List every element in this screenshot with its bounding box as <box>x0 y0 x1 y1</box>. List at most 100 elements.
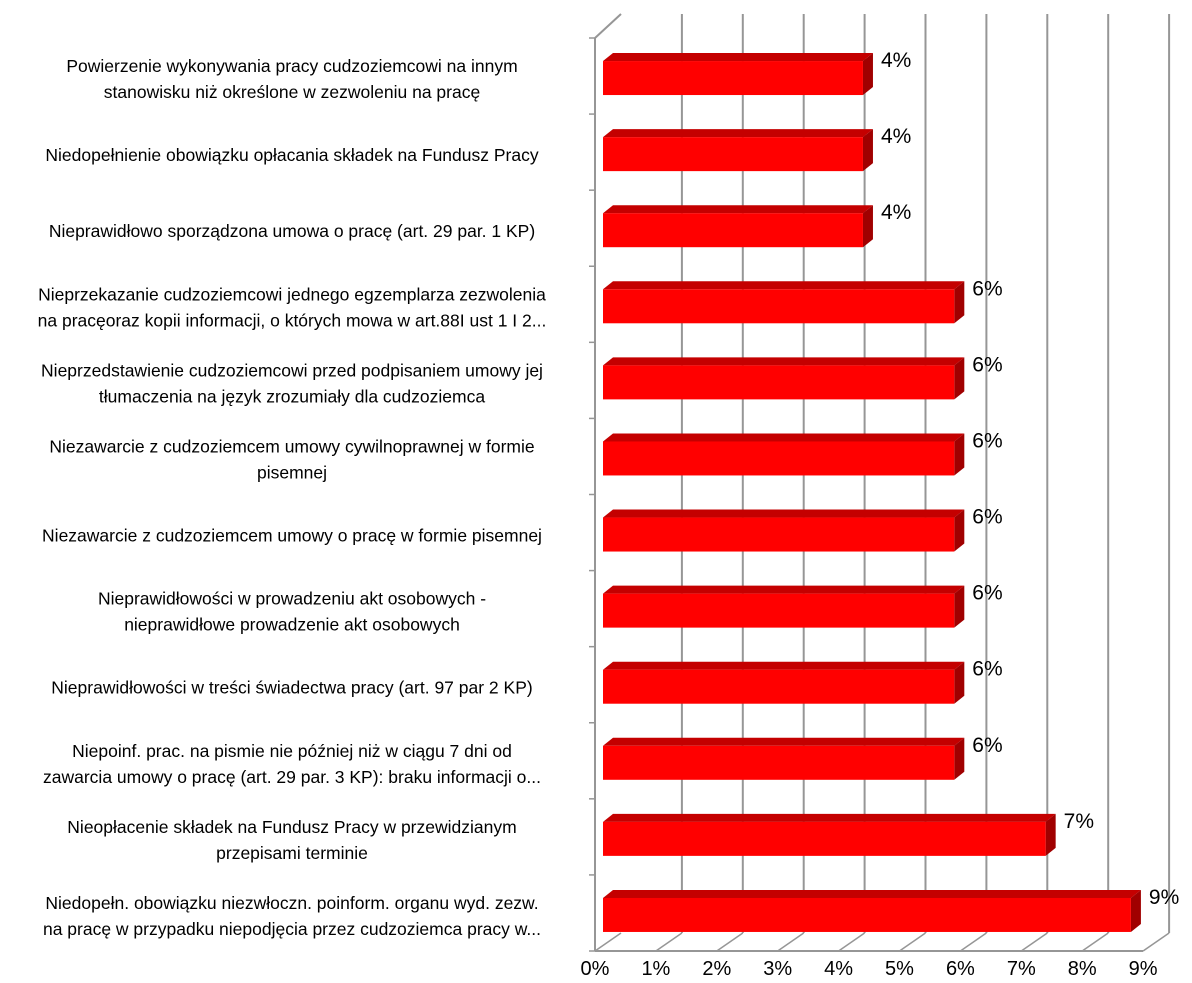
category-label: Nieprawidłowo sporządzona umowa o pracę … <box>49 221 535 241</box>
data-labels: 4% 4% 4% 6% 6% 6% 6% 6% 6% 6% 7% 9% <box>881 49 1179 909</box>
category-labels: Powierzenie wykonywania pracy cudzoziemc… <box>38 56 547 939</box>
category-label: tłumaczenia na język zrozumiały dla cudz… <box>99 386 485 406</box>
bar-top-face <box>603 509 965 518</box>
bar-front-face <box>603 821 1046 856</box>
floor-line <box>838 932 866 952</box>
bar <box>603 737 965 780</box>
data-label: 6% <box>972 353 1002 376</box>
bar-front-face <box>603 745 955 780</box>
bar-side-face <box>954 357 965 400</box>
bar-top-face <box>603 357 965 366</box>
bars <box>603 53 1141 932</box>
category-label: Nieprawidłowości w treści świadectwa pra… <box>51 678 532 698</box>
floor-line <box>655 932 683 952</box>
data-label: 7% <box>1064 810 1094 833</box>
bar-side-face <box>954 281 965 324</box>
category-label: zawarcia umowy o pracę (art. 29 par. 3 K… <box>43 767 541 787</box>
x-tick-label: 4% <box>824 958 853 980</box>
x-tick-label: 5% <box>885 958 914 980</box>
bar-side-face <box>1130 889 1141 932</box>
bar-top-face <box>603 433 965 442</box>
bar-front-face <box>603 137 863 172</box>
data-label: 4% <box>881 201 911 224</box>
bar-side-face <box>954 661 965 704</box>
bar-side-face <box>862 205 873 248</box>
bar-front-face <box>603 289 955 324</box>
floor-line <box>1081 932 1109 952</box>
bar <box>603 433 965 476</box>
x-tick-labels: 0% 1% 2% 3% 4% 5% 6% 7% 8% 9% <box>581 958 1158 980</box>
category-label: Nieprawidłowości w prowadzeniu akt osobo… <box>98 589 486 609</box>
category-label: Nieprzedstawienie cudzoziemcowi przed po… <box>41 360 543 380</box>
bar <box>603 281 965 324</box>
category-label: Powierzenie wykonywania pracy cudzoziemc… <box>66 56 517 76</box>
bar-side-face <box>954 509 965 552</box>
category-label: Nieprzekazanie cudzoziemcowi jednego egz… <box>38 284 546 304</box>
bar-side-face <box>1045 813 1056 856</box>
y-axis-depth-line <box>594 13 622 39</box>
bar-top-face <box>603 737 965 746</box>
bar <box>603 509 965 552</box>
data-label: 6% <box>972 277 1002 300</box>
category-label: Niezawarcie z cudzoziemcem umowy cywilno… <box>49 436 534 456</box>
data-label: 4% <box>881 49 911 72</box>
data-label: 6% <box>972 658 1002 681</box>
bar-front-face <box>603 441 955 476</box>
bar <box>603 889 1141 932</box>
bar-top-face <box>603 281 965 290</box>
category-label: Niezawarcie z cudzoziemcem umowy o pracę… <box>42 526 542 546</box>
category-label: na pracęoraz kopii informacji, o których… <box>38 310 547 330</box>
bar-top-face <box>603 53 873 62</box>
bar-side-face <box>954 585 965 628</box>
bar-top-face <box>603 129 873 138</box>
bar-top-face <box>603 585 965 594</box>
data-label: 6% <box>972 506 1002 529</box>
bar <box>603 661 965 704</box>
bar <box>603 129 873 172</box>
bar-front-face <box>603 213 863 248</box>
bar-side-face <box>954 433 965 476</box>
x-tick-label: 0% <box>581 958 610 980</box>
bar-front-face <box>603 669 955 704</box>
data-label: 6% <box>972 734 1002 757</box>
category-label: Niedopełnienie obowiązku opłacania skład… <box>45 145 538 165</box>
floor-line <box>777 932 805 952</box>
bar <box>603 357 965 400</box>
x-tick-label: 6% <box>946 958 975 980</box>
x-tick-label: 2% <box>702 958 731 980</box>
bar <box>603 205 873 248</box>
floor-line <box>1142 932 1170 952</box>
data-label: 9% <box>1149 886 1179 909</box>
category-label: nieprawidłowe prowadzenie akt osobowych <box>124 615 460 635</box>
bar-front-face <box>603 365 955 400</box>
bar-side-face <box>954 737 965 780</box>
floor-line <box>716 932 744 952</box>
x-tick-label: 9% <box>1129 958 1158 980</box>
data-label: 4% <box>881 125 911 148</box>
floor-line <box>594 932 622 952</box>
bar <box>603 53 873 96</box>
bar-top-face <box>603 813 1056 822</box>
bar-top-face <box>603 205 873 214</box>
axes <box>589 13 1144 952</box>
category-label: na pracę w przypadku niepodjęcia przez c… <box>43 919 541 939</box>
bar <box>603 585 965 628</box>
bar-front-face <box>603 61 863 96</box>
bar-side-face <box>862 129 873 172</box>
x-tick-label: 7% <box>1007 958 1036 980</box>
category-label: pisemnej <box>257 462 327 482</box>
x-tick-label: 1% <box>641 958 670 980</box>
bar-top-face <box>603 889 1141 898</box>
bar <box>603 813 1056 856</box>
bar-front-face <box>603 517 955 552</box>
floor-line <box>959 932 987 952</box>
bar-side-face <box>862 53 873 96</box>
category-label: stanowisku niż określone w zezwoleniu na… <box>104 82 480 102</box>
data-label: 6% <box>972 582 1002 605</box>
category-label: Niepoinf. prac. na pismie nie później ni… <box>72 741 512 761</box>
category-label: przepisami terminie <box>216 843 368 863</box>
category-label: Niedopełn. obowiązku niezwłoczn. poinfor… <box>45 893 538 913</box>
floor-line <box>899 932 926 952</box>
bar-top-face <box>603 661 965 670</box>
